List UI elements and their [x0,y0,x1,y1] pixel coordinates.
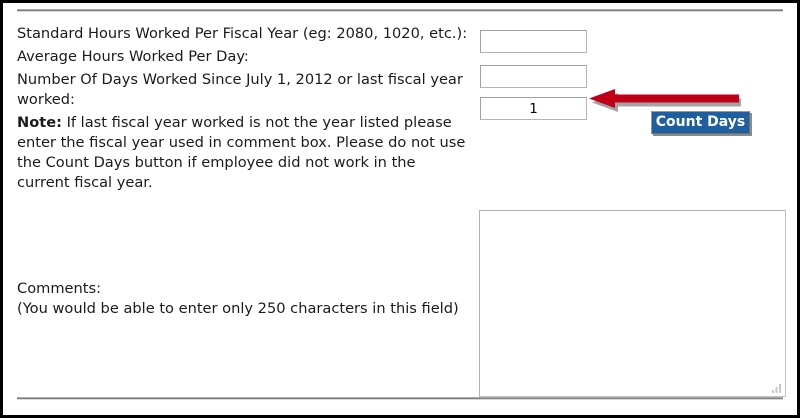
comments-label: Comments: [17,280,102,297]
note-text: Note: If last fiscal year worked is not … [17,113,469,193]
average-hours-input[interactable] [480,65,587,88]
label-column: Standard Hours Worked Per Fiscal Year (e… [17,24,469,193]
comments-label-block: Comments: (You would be able to enter on… [17,279,469,319]
label-days-worked-since-july: Number Of Days Worked Since July 1, 2012… [17,71,463,108]
label-average-hours-per-day: Average Hours Worked Per Day: [17,48,249,65]
bottom-divider-rule [17,397,783,400]
days-worked-input[interactable] [480,97,587,120]
note-label: Note: [17,114,62,131]
comments-textarea[interactable] [479,210,786,397]
count-days-button[interactable]: Count Days [651,111,750,134]
note-body: If last fiscal year worked is not the ye… [17,114,466,191]
form-panel: Standard Hours Worked Per Fiscal Year (e… [3,3,797,415]
standard-hours-input[interactable] [480,30,587,53]
comments-hint: (You would be able to enter only 250 cha… [17,300,459,317]
label-standard-hours-per-fiscal-year: Standard Hours Worked Per Fiscal Year (e… [17,25,468,42]
top-divider-rule [17,9,783,12]
